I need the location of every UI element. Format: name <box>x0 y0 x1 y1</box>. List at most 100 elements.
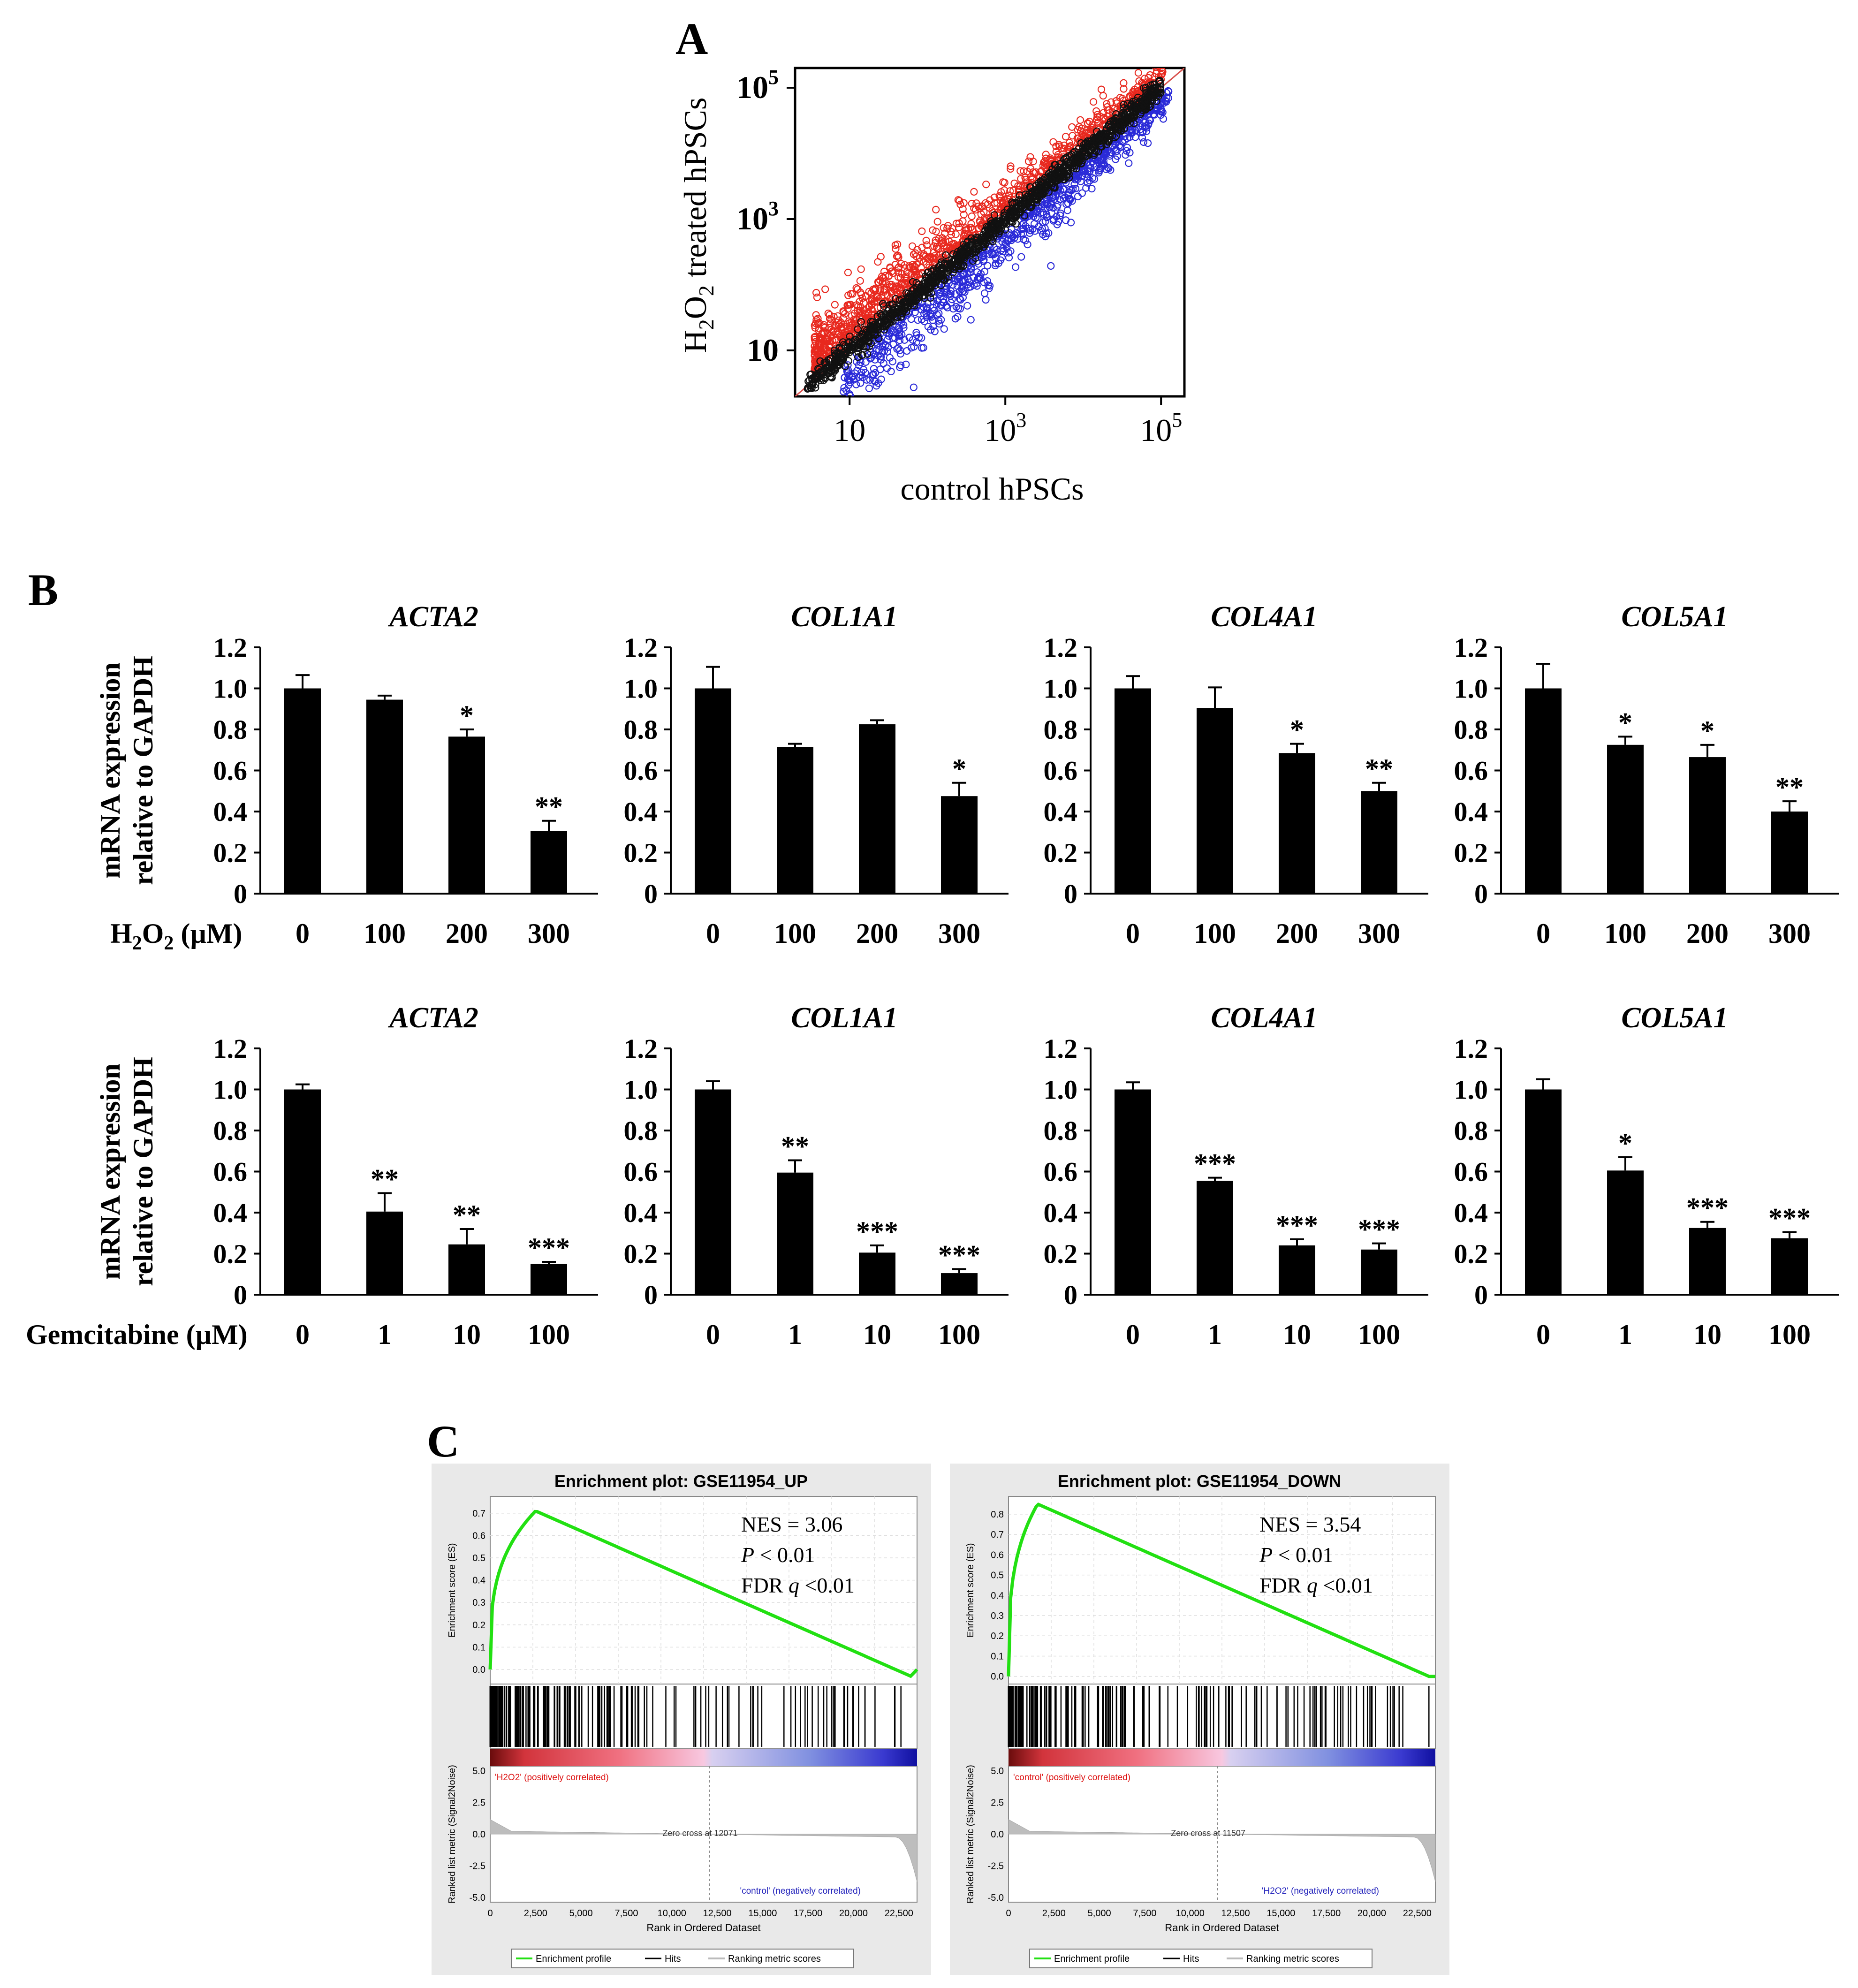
scatter-point-up <box>955 219 963 228</box>
scatter-point-down <box>930 294 938 302</box>
scatter-point-down <box>1099 153 1107 161</box>
x-tick-label: 2,500 <box>1042 1908 1066 1919</box>
es-tick-label: 0.5 <box>991 1571 1004 1581</box>
metric-tick-label: 2.5 <box>472 1798 485 1808</box>
dose-label: 100 <box>1358 1319 1400 1350</box>
scatter-point-up <box>812 288 820 297</box>
dose-label: 100 <box>774 918 816 949</box>
scatter-point-neutral <box>979 231 987 239</box>
dose-label: 10 <box>863 1319 891 1350</box>
scatter-point-neutral <box>1097 135 1105 143</box>
bar <box>366 699 403 894</box>
scatter-point-up <box>1017 175 1025 183</box>
scatter-point-neutral <box>1028 193 1036 201</box>
ranking-metric-area <box>1008 1819 1436 1882</box>
gene-title: COL4A1 <box>1211 1002 1317 1034</box>
gsea-title: Enrichment plot: GSE11954_DOWN <box>1058 1472 1341 1491</box>
scatter-y-tick-label: 105 <box>736 66 779 105</box>
scatter-point-up <box>817 341 825 349</box>
scatter-point-down <box>1063 206 1071 214</box>
x-tick-label: 17,500 <box>794 1908 822 1919</box>
tick-base: 10 <box>1140 412 1172 448</box>
scatter-point-up <box>895 283 904 291</box>
scatter-point-up <box>886 263 894 271</box>
y-tick-label: 1.2 <box>213 632 248 663</box>
scatter-point-down <box>980 267 988 276</box>
scatter-point-down <box>888 334 896 342</box>
scatter-point-up <box>964 225 972 233</box>
tick-base: 10 <box>834 412 865 448</box>
scatter-point-neutral <box>1047 171 1055 179</box>
dose-label: 10 <box>1283 1319 1311 1350</box>
scatter-y-tick-label: 103 <box>736 197 779 236</box>
metric-tick-label: 2.5 <box>991 1798 1004 1808</box>
svg-text:Ranked list metric (Signal2Noi: Ranked list metric (Signal2Noise) <box>965 1765 976 1904</box>
significance-stars: * <box>952 753 966 784</box>
scatter-point-down <box>1164 87 1172 95</box>
scatter-point-down <box>1127 126 1135 134</box>
scatter-point-cloud <box>795 68 1184 396</box>
scatter-point-neutral <box>1062 173 1070 181</box>
scatter-point-down <box>1012 229 1020 237</box>
tick-exponent: 3 <box>768 197 779 220</box>
scatter-point-up <box>948 240 956 248</box>
scatter-point-up <box>941 237 949 245</box>
metric-tick-label: -2.5 <box>988 1861 1004 1872</box>
scatter-point-neutral <box>909 301 917 309</box>
scatter-point-neutral <box>1092 134 1100 142</box>
y-tick-label: 0.4 <box>624 1198 658 1228</box>
scatter-point-up <box>942 248 950 256</box>
nes-text: NES = 3.54 <box>1259 1512 1361 1536</box>
scatter-point-up <box>1038 167 1046 175</box>
scatter-point-neutral <box>990 211 999 219</box>
es-tick-label: 0.4 <box>991 1591 1004 1601</box>
scatter-point-neutral <box>1111 119 1119 128</box>
scatter-point-up <box>877 253 885 261</box>
scatter-point-neutral <box>897 301 905 309</box>
significance-stars: * <box>1618 1128 1632 1159</box>
bar <box>531 831 567 894</box>
scatter-point-down <box>1024 241 1031 249</box>
bar <box>1115 688 1151 894</box>
positive-correlation-label: 'control' (positively correlated) <box>1013 1773 1130 1783</box>
scatter-point-neutral <box>819 376 827 384</box>
scatter-x-tick-label: 103 <box>984 409 1026 448</box>
scatter-point-up <box>1084 119 1092 127</box>
significance-stars: ** <box>1365 753 1393 784</box>
gene-title: ACTA2 <box>387 1002 478 1034</box>
scatter-point-neutral <box>866 325 874 333</box>
metric-tick-label: 0.0 <box>472 1829 485 1840</box>
scatter-point-neutral <box>954 258 962 266</box>
scatter-point-neutral <box>901 300 909 309</box>
y-tick-label: 0 <box>1474 1280 1488 1310</box>
legend-item: Enrichment profile <box>536 1954 611 1964</box>
scatter-point-up <box>938 237 946 245</box>
scatter-point-down <box>1045 229 1053 237</box>
scatter-point-neutral <box>811 380 819 388</box>
scatter-point-down <box>1051 195 1059 203</box>
scatter-point-neutral <box>863 342 871 350</box>
bar <box>1279 1245 1315 1295</box>
scatter-point-up <box>1107 98 1115 106</box>
scatter-point-neutral <box>858 330 866 338</box>
y-tick-label: 1.0 <box>213 1075 248 1105</box>
bar <box>1279 753 1315 894</box>
scatter-point-down <box>870 376 878 384</box>
scatter-point-down <box>1138 122 1146 130</box>
bar-y-label-line1: mRNA expression <box>95 662 126 879</box>
scatter-point-down <box>919 344 927 352</box>
significance-stars: ** <box>535 791 563 822</box>
dose-label: 1 <box>1618 1319 1632 1350</box>
bar-chart-col4a1: COL4A1 0 0.2 0.4 0.6 0.8 1.0 1.2 0 *** 1 *** 10 *** 10… <box>1044 1002 1428 1350</box>
scatter-point-down <box>1021 236 1030 244</box>
bar <box>1525 688 1562 894</box>
y-tick-label: 1.0 <box>624 1075 658 1105</box>
es-tick-label: 0.6 <box>991 1550 1004 1560</box>
scatter-point-up <box>854 285 862 293</box>
y-tick-label: 0.8 <box>213 1115 248 1146</box>
y-tick-label: 0 <box>1474 879 1488 909</box>
scatter-point-up <box>816 354 824 362</box>
y-tick-label: 0.4 <box>213 1198 248 1228</box>
scatter-point-up <box>1004 191 1012 199</box>
tick-base: 10 <box>984 412 1016 448</box>
